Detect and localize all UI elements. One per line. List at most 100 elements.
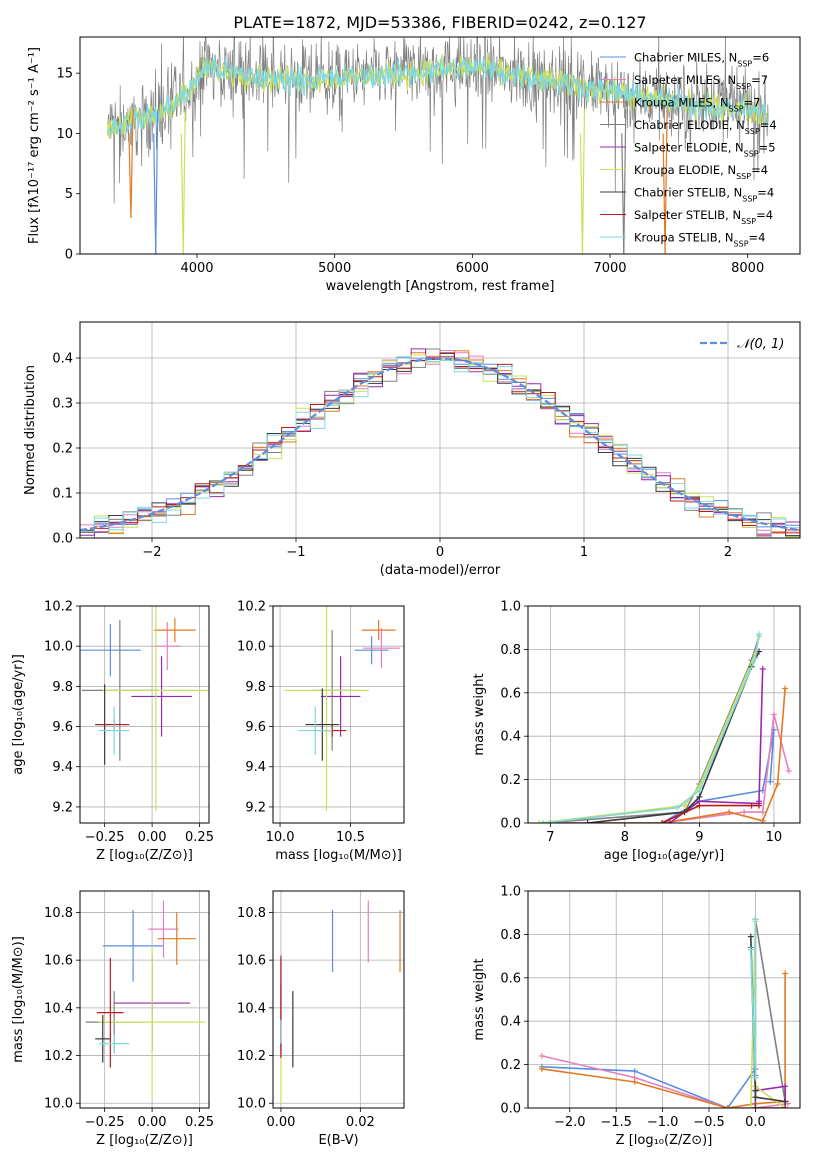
x-axis-label: wavelength [Angstrom, rest frame] xyxy=(326,279,555,294)
legend-subscript: SSP xyxy=(741,217,756,226)
spectrum-dip xyxy=(662,133,666,254)
spectrum-dip xyxy=(581,109,586,254)
y-tick-label: 0.1 xyxy=(52,487,73,502)
legend-subscript: SSP xyxy=(745,127,760,136)
histogram-series xyxy=(80,356,800,538)
x-tick-label: 9 xyxy=(695,830,703,845)
x-tick-label: 7000 xyxy=(593,261,626,276)
legend-subscript: SSP xyxy=(734,239,749,248)
weight-line xyxy=(587,651,760,823)
y-axis-label: mass weight xyxy=(472,673,487,755)
y-tick-label: 0.2 xyxy=(500,1058,521,1073)
x-tick-label: 0.02 xyxy=(346,1115,375,1130)
y-axis-label: mass weight xyxy=(472,958,487,1040)
y-axis-label: Normed distribution xyxy=(23,365,38,495)
legend-label: Salpeter MILES, NSSP=7 xyxy=(634,73,768,91)
y-tick-label: 10.2 xyxy=(237,600,266,615)
y-tick-label: 10 xyxy=(56,127,73,142)
y-tick-label: 0.8 xyxy=(500,643,521,658)
y-tick-label: 0 xyxy=(65,248,73,263)
x-tick-label: 10.0 xyxy=(266,830,295,845)
x-tick-label: −1 xyxy=(286,545,305,560)
x-tick-label: −1.0 xyxy=(647,1115,679,1130)
x-tick-label: −2.0 xyxy=(554,1115,586,1130)
y-tick-label: 10.4 xyxy=(237,1001,266,1016)
mass_vs_EBV-points xyxy=(280,900,401,1104)
spectrum-dip xyxy=(579,133,584,254)
histogram-series xyxy=(80,352,800,537)
x-axis-label: Z [log₁₀(Z/Z⊙)] xyxy=(616,1133,713,1148)
legend-value: =6 xyxy=(752,51,769,65)
legend-value: =4 xyxy=(749,231,766,245)
y-tick-label: 10.0 xyxy=(237,1097,266,1112)
residuals-frame xyxy=(79,321,801,539)
spectrum-dip xyxy=(155,109,159,254)
chart-title: PLATE=1872, MJD=53386, FIBERID=0242, z=0… xyxy=(233,13,646,32)
y-tick-label: 9.6 xyxy=(52,720,73,735)
y-axis-label: age [log₁₀(age/yr)] xyxy=(11,654,26,775)
mass_vs_Z-points xyxy=(85,900,206,1099)
x-tick-label: 0 xyxy=(436,545,444,560)
legend-value: =4 xyxy=(756,208,773,222)
x-tick-label: 6000 xyxy=(456,261,489,276)
spectrum-dip xyxy=(182,109,186,254)
y-tick-label: 0.0 xyxy=(52,532,73,547)
y-tick-label: 9.8 xyxy=(52,680,73,695)
legend-value: =4 xyxy=(751,163,768,177)
residual-legend: 𝒩(0, 1) xyxy=(700,337,784,352)
normal-curve xyxy=(80,357,800,532)
x-tick-label: 5000 xyxy=(318,261,351,276)
y-tick-label: 10.8 xyxy=(44,906,73,921)
y-tick-label: 9.4 xyxy=(245,760,266,775)
y-tick-label: 5 xyxy=(65,187,73,202)
x-tick-label: −0.5 xyxy=(693,1115,725,1130)
legend-label: Kroupa STELIB, NSSP=4 xyxy=(634,231,765,249)
residuals-axes: −2 −1 0 1 2 0.0 0.1 0.2 0.3 0.4 (data-model)/error… xyxy=(23,322,800,578)
x-axis-label: Z [log₁₀(Z/Z⊙)] xyxy=(96,1133,193,1148)
y-axis-label: Flux [fλ10⁻¹⁷ erg cm⁻² s⁻¹ A⁻¹] xyxy=(27,47,42,244)
x-tick-label: −2 xyxy=(142,545,161,560)
legend-subscript: SSP xyxy=(737,59,752,68)
y-tick-label: 10.6 xyxy=(44,954,73,969)
spectrum-data-line xyxy=(107,37,769,204)
x-tick-label: 10 xyxy=(766,830,783,845)
y-tick-label: 15 xyxy=(56,67,73,82)
weight-line xyxy=(541,1055,789,1108)
legend-subscript: SSP xyxy=(742,194,757,203)
legend-label: Chabrier MILES, NSSP=6 xyxy=(634,51,769,69)
x-tick-label: 0.25 xyxy=(185,1115,214,1130)
legend-label: Kroupa ELODIE, NSSP=4 xyxy=(634,163,768,181)
y-tick-label: 0.0 xyxy=(500,1102,521,1117)
spectrum-dip xyxy=(664,109,668,254)
y-tick-label: 10.6 xyxy=(237,954,266,969)
y-tick-label: 0.4 xyxy=(500,1015,521,1030)
mass_vs_Z-axes: −0.25 0.00 0.25 10.0 10.2 10.4 10.6 10.8 Z [log₁… xyxy=(11,891,214,1148)
x-tick-label: 2 xyxy=(724,545,732,560)
y-tick-label: 1.0 xyxy=(500,885,521,900)
weight-line xyxy=(541,973,786,1108)
y-tick-label: 9.2 xyxy=(245,800,266,815)
y-tick-label: 9.2 xyxy=(52,800,73,815)
spectrum-dip xyxy=(623,109,627,254)
age_vs_Z-axes: −0.25 0.00 0.25 9.2 9.4 9.6 9.8 10.0 10.2 Z [log₁… xyxy=(11,600,214,864)
x-tick-label: 0.00 xyxy=(138,830,167,845)
x-tick-label: 4000 xyxy=(180,261,213,276)
legend-subscript: SSP xyxy=(744,149,759,158)
mass_vs_EBV-frame xyxy=(272,890,405,1109)
x-tick-label: 0.0 xyxy=(745,1115,766,1130)
y-tick-label: 10.2 xyxy=(237,1049,266,1064)
spectrum-dip xyxy=(621,133,625,254)
y-tick-label: 0.2 xyxy=(500,773,521,788)
y-tick-label: 9.4 xyxy=(52,760,73,775)
x-tick-label: 8 xyxy=(621,830,629,845)
age_vs_Z-frame xyxy=(79,605,210,824)
spectrum-dip xyxy=(180,133,184,254)
x-tick-label: −1.5 xyxy=(600,1115,632,1130)
y-tick-label: 10.2 xyxy=(44,600,73,615)
y-tick-label: 1.0 xyxy=(500,600,521,615)
weight-line xyxy=(550,729,775,823)
legend-value: =7 xyxy=(751,73,768,87)
mass_weight_vs_age-series xyxy=(536,631,792,823)
